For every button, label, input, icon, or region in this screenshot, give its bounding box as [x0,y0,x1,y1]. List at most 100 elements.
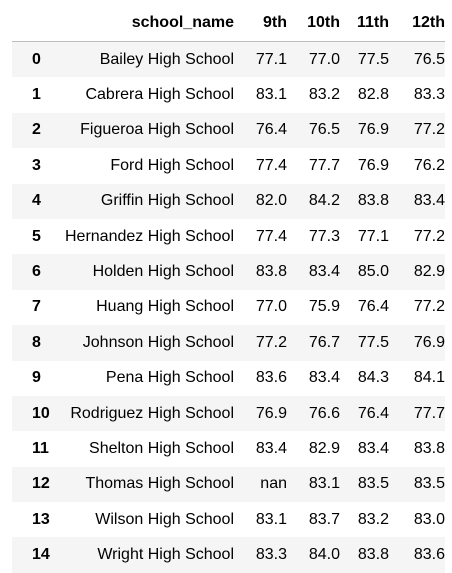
grade-10-cell: 83.1 [287,467,340,502]
table-row: 0 Bailey High School 77.1 77.0 77.5 76.5 [12,42,445,78]
table-body: 0 Bailey High School 77.1 77.0 77.5 76.5 1 Cabr… [12,42,445,573]
table-header: school_name 9th 10th 11th 12th [12,5,445,42]
header-row: school_name 9th 10th 11th 12th [12,5,445,42]
row-index: 13 [12,502,56,537]
table-row: 5 Hernandez High School 77.4 77.3 77.1 77.2 [12,219,445,254]
grade-10-cell: 76.5 [287,113,340,148]
grade-9-cell: 77.0 [234,290,287,325]
table-row: 11 Shelton High School 83.4 82.9 83.4 83.8 [12,431,445,466]
grade-11-cell: 83.5 [340,467,389,502]
row-index: 5 [12,219,56,254]
row-index: 0 [12,42,56,78]
row-index: 6 [12,254,56,289]
grade-9-cell: 83.8 [234,254,287,289]
row-index: 7 [12,290,56,325]
row-index: 4 [12,184,56,219]
school-name-cell: Johnson High School [56,325,234,360]
school-name-cell: Wright High School [56,537,234,572]
table-row: 9 Pena High School 83.6 83.4 84.3 84.1 [12,361,445,396]
school-name-cell: Wilson High School [56,502,234,537]
grade-10-cell: 76.7 [287,325,340,360]
column-header-12th: 12th [389,5,445,42]
grade-10-cell: 76.6 [287,396,340,431]
grade-11-cell: 83.8 [340,537,389,572]
table-row: 10 Rodriguez High School 76.9 76.6 76.4 77.7 [12,396,445,431]
grade-11-cell: 76.4 [340,290,389,325]
school-name-cell: Ford High School [56,148,234,183]
column-header-9th: 9th [234,5,287,42]
school-name-cell: Holden High School [56,254,234,289]
school-name-cell: Pena High School [56,361,234,396]
grade-9-cell: 82.0 [234,184,287,219]
grade-9-cell: 83.1 [234,77,287,112]
school-name-cell: Cabrera High School [56,77,234,112]
grade-10-cell: 83.7 [287,502,340,537]
row-index: 12 [12,467,56,502]
grade-9-cell: 83.1 [234,502,287,537]
table-row: 3 Ford High School 77.4 77.7 76.9 76.2 [12,148,445,183]
grade-12-cell: 82.9 [389,254,445,289]
grade-10-cell: 75.9 [287,290,340,325]
grade-9-cell: 83.4 [234,431,287,466]
grade-11-cell: 84.3 [340,361,389,396]
grade-10-cell: 77.3 [287,219,340,254]
grade-11-cell: 83.8 [340,184,389,219]
grade-10-cell: 84.2 [287,184,340,219]
grade-12-cell: 76.2 [389,148,445,183]
grade-11-cell: 76.9 [340,148,389,183]
school-name-cell: Hernandez High School [56,219,234,254]
column-header-10th: 10th [287,5,340,42]
grade-9-cell: 77.2 [234,325,287,360]
grade-12-cell: 77.7 [389,396,445,431]
grade-10-cell: 83.2 [287,77,340,112]
school-name-cell: Bailey High School [56,42,234,78]
grade-12-cell: 84.1 [389,361,445,396]
column-header-school-name: school_name [56,5,234,42]
row-index: 2 [12,113,56,148]
grade-11-cell: 76.9 [340,113,389,148]
index-header [12,5,56,42]
school-name-cell: Shelton High School [56,431,234,466]
grade-9-cell: 77.4 [234,219,287,254]
table-row: 14 Wright High School 83.3 84.0 83.8 83.6 [12,537,445,572]
grade-11-cell: 77.1 [340,219,389,254]
grade-10-cell: 82.9 [287,431,340,466]
table-row: 13 Wilson High School 83.1 83.7 83.2 83.0 [12,502,445,537]
grade-11-cell: 85.0 [340,254,389,289]
grade-9-cell: 76.4 [234,113,287,148]
dataframe-table: school_name 9th 10th 11th 12th 0 Bailey H… [12,5,445,573]
grade-12-cell: 83.6 [389,537,445,572]
grade-10-cell: 77.0 [287,42,340,78]
school-name-cell: Griffin High School [56,184,234,219]
grade-9-cell: 76.9 [234,396,287,431]
grade-11-cell: 77.5 [340,325,389,360]
table-row: 12 Thomas High School nan 83.1 83.5 83.5 [12,467,445,502]
grade-9-cell: 77.1 [234,42,287,78]
grade-12-cell: 83.4 [389,184,445,219]
row-index: 11 [12,431,56,466]
row-index: 3 [12,148,56,183]
grade-9-cell: 83.6 [234,361,287,396]
grade-11-cell: 77.5 [340,42,389,78]
school-name-cell: Huang High School [56,290,234,325]
grade-12-cell: 77.2 [389,219,445,254]
grade-12-cell: 83.5 [389,467,445,502]
grade-11-cell: 83.4 [340,431,389,466]
grade-12-cell: 76.5 [389,42,445,78]
grade-12-cell: 83.3 [389,77,445,112]
table-row: 7 Huang High School 77.0 75.9 76.4 77.2 [12,290,445,325]
grade-10-cell: 84.0 [287,537,340,572]
school-name-cell: Figueroa High School [56,113,234,148]
row-index: 10 [12,396,56,431]
grade-9-cell: 83.3 [234,537,287,572]
grade-10-cell: 77.7 [287,148,340,183]
grade-11-cell: 83.2 [340,502,389,537]
row-index: 9 [12,361,56,396]
row-index: 8 [12,325,56,360]
grade-11-cell: 82.8 [340,77,389,112]
school-name-cell: Thomas High School [56,467,234,502]
grade-12-cell: 76.9 [389,325,445,360]
row-index: 14 [12,537,56,572]
grade-10-cell: 83.4 [287,254,340,289]
grade-12-cell: 83.0 [389,502,445,537]
